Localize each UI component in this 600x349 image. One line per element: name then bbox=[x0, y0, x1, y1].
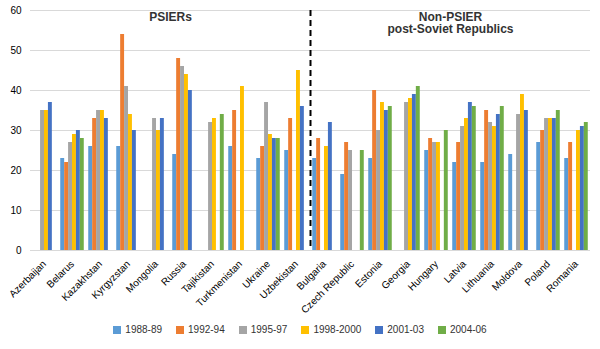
svg-text:60: 60 bbox=[10, 5, 22, 16]
svg-text:Azerbaijan: Azerbaijan bbox=[7, 258, 48, 299]
svg-text:Romania: Romania bbox=[544, 258, 580, 294]
svg-text:Belarus: Belarus bbox=[44, 258, 77, 290]
svg-text:Turkmenistan: Turkmenistan bbox=[194, 258, 244, 308]
svg-text:Tajikistan: Tajikistan bbox=[179, 258, 217, 296]
html-text:1988-89: 1988-89 bbox=[125, 324, 162, 335]
svg-text:Mongolia: Mongolia bbox=[124, 258, 161, 295]
svg-text:Non-PSIERpost-Soviet Republics: Non-PSIERpost-Soviet Republics bbox=[387, 10, 513, 36]
svg-text:Hungary: Hungary bbox=[406, 258, 441, 293]
svg-text:Estonia: Estonia bbox=[352, 258, 385, 290]
svg-text:Moldova: Moldova bbox=[490, 258, 525, 293]
html-text:1995-97: 1995-97 bbox=[250, 324, 288, 335]
html-text:2001-03: 2001-03 bbox=[387, 324, 424, 335]
svg-text:40: 40 bbox=[10, 85, 22, 96]
svg-text:Lithuania: Lithuania bbox=[460, 258, 497, 295]
svg-text:Russia: Russia bbox=[158, 258, 189, 288]
svg-text:Bulgaria: Bulgaria bbox=[294, 258, 329, 292]
svg-text:Ukraine: Ukraine bbox=[240, 258, 273, 291]
html-text:2004-06: 2004-06 bbox=[450, 324, 487, 335]
svg-text:Kazakhstan: Kazakhstan bbox=[59, 258, 105, 303]
svg-text:Kyrgyzstan: Kyrgyzstan bbox=[89, 258, 132, 301]
svg-text:20: 20 bbox=[10, 165, 22, 176]
svg-text:Uzbekistan: Uzbekistan bbox=[257, 258, 300, 301]
svg-text:Poland: Poland bbox=[522, 258, 553, 288]
svg-text:Georgia: Georgia bbox=[379, 258, 413, 292]
svg-text:50: 50 bbox=[10, 45, 22, 56]
html-text:1992-94: 1992-94 bbox=[188, 324, 225, 335]
svg-text:0: 0 bbox=[16, 245, 22, 256]
svg-text:PSIERs: PSIERs bbox=[149, 10, 192, 24]
svg-text:Czech Republic: Czech Republic bbox=[299, 258, 356, 315]
svg-text:Latvia: Latvia bbox=[441, 258, 469, 285]
html-text:1998-2000: 1998-2000 bbox=[313, 324, 362, 335]
svg-text:10: 10 bbox=[10, 205, 22, 216]
svg-text:30: 30 bbox=[10, 125, 22, 136]
